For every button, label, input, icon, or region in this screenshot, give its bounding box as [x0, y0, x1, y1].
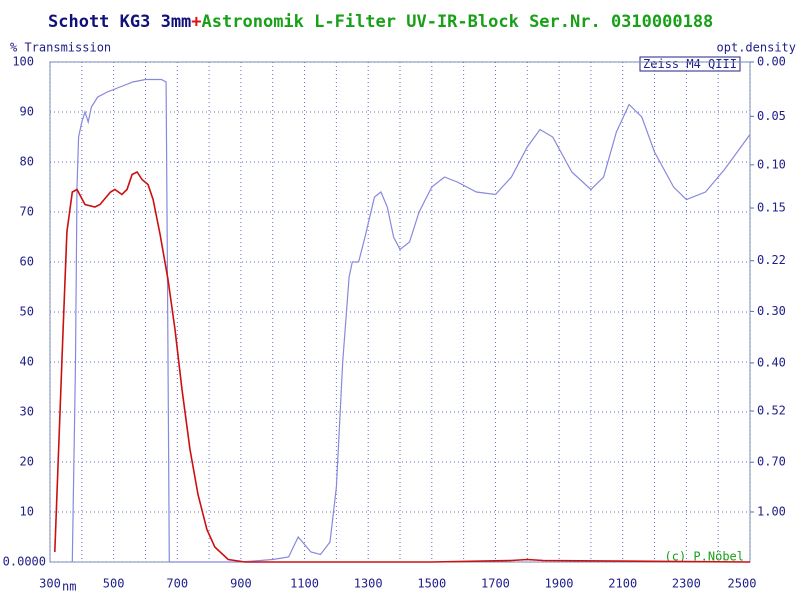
x-tick-label: 1500 [417, 577, 446, 591]
y2-axis-label: opt.density [717, 41, 796, 55]
x-tick-label: 500 [103, 577, 125, 591]
y-tick-label: 40 [20, 355, 34, 369]
y2-tick-label: 0.05 [757, 109, 786, 123]
y2-tick-label: 0.40 [757, 355, 786, 369]
x-unit: nm [62, 580, 76, 594]
y-tick-label: 50 [20, 305, 34, 319]
series-line [54, 170, 751, 563]
instrument-label: Zeiss M4 QIII [643, 57, 737, 71]
y-tick-label: 90 [20, 105, 34, 119]
y-tick-label: 30 [20, 405, 34, 419]
x-tick-label: 2500 [728, 577, 757, 591]
x-tick-label: 2100 [608, 577, 637, 591]
series-line [71, 78, 751, 563]
x-tick-label: 1300 [354, 577, 383, 591]
y2-tick-label: 0.22 [757, 253, 786, 267]
title-part: Schott KG3 3mm [48, 12, 191, 32]
title-part: Astronomik L-Filter UV-IR-Block Ser.Nr. … [202, 12, 714, 32]
y-tick-label: 60 [20, 255, 34, 269]
y-tick-label: 20 [20, 455, 34, 469]
x-tick-label: 900 [230, 577, 252, 591]
y2-tick-label: 0.00 [757, 55, 786, 69]
y-tick-label: 0.0000 [3, 555, 46, 569]
chart-title: Schott KG3 3mm+Astronomik L-Filter UV-IR… [48, 12, 713, 32]
x-tick-label: 2300 [672, 577, 701, 591]
y2-tick-label: 0.30 [757, 304, 786, 318]
x-tick-label: 700 [166, 577, 188, 591]
x-tick-label: 1900 [545, 577, 574, 591]
credit: (c) P.Nöbel [665, 550, 744, 564]
y-tick-label: 80 [20, 155, 34, 169]
y2-tick-label: 0.70 [757, 455, 786, 469]
y-tick-label: 70 [20, 205, 34, 219]
y-axis-label: % Transmission [10, 41, 111, 55]
y2-tick-label: 0.15 [757, 201, 786, 215]
title-part: + [191, 12, 201, 32]
y2-tick-label: 0.52 [757, 404, 786, 418]
instrument-box [639, 56, 741, 72]
y2-tick-label: 0.10 [757, 157, 786, 171]
x-tick-label: 1700 [481, 577, 510, 591]
x-tick-label: 1100 [290, 577, 319, 591]
y-tick-label: 100 [12, 55, 34, 69]
x-tick-label: 300 [39, 577, 61, 591]
y2-tick-label: 1.00 [757, 505, 786, 519]
y-tick-label: 10 [20, 505, 34, 519]
